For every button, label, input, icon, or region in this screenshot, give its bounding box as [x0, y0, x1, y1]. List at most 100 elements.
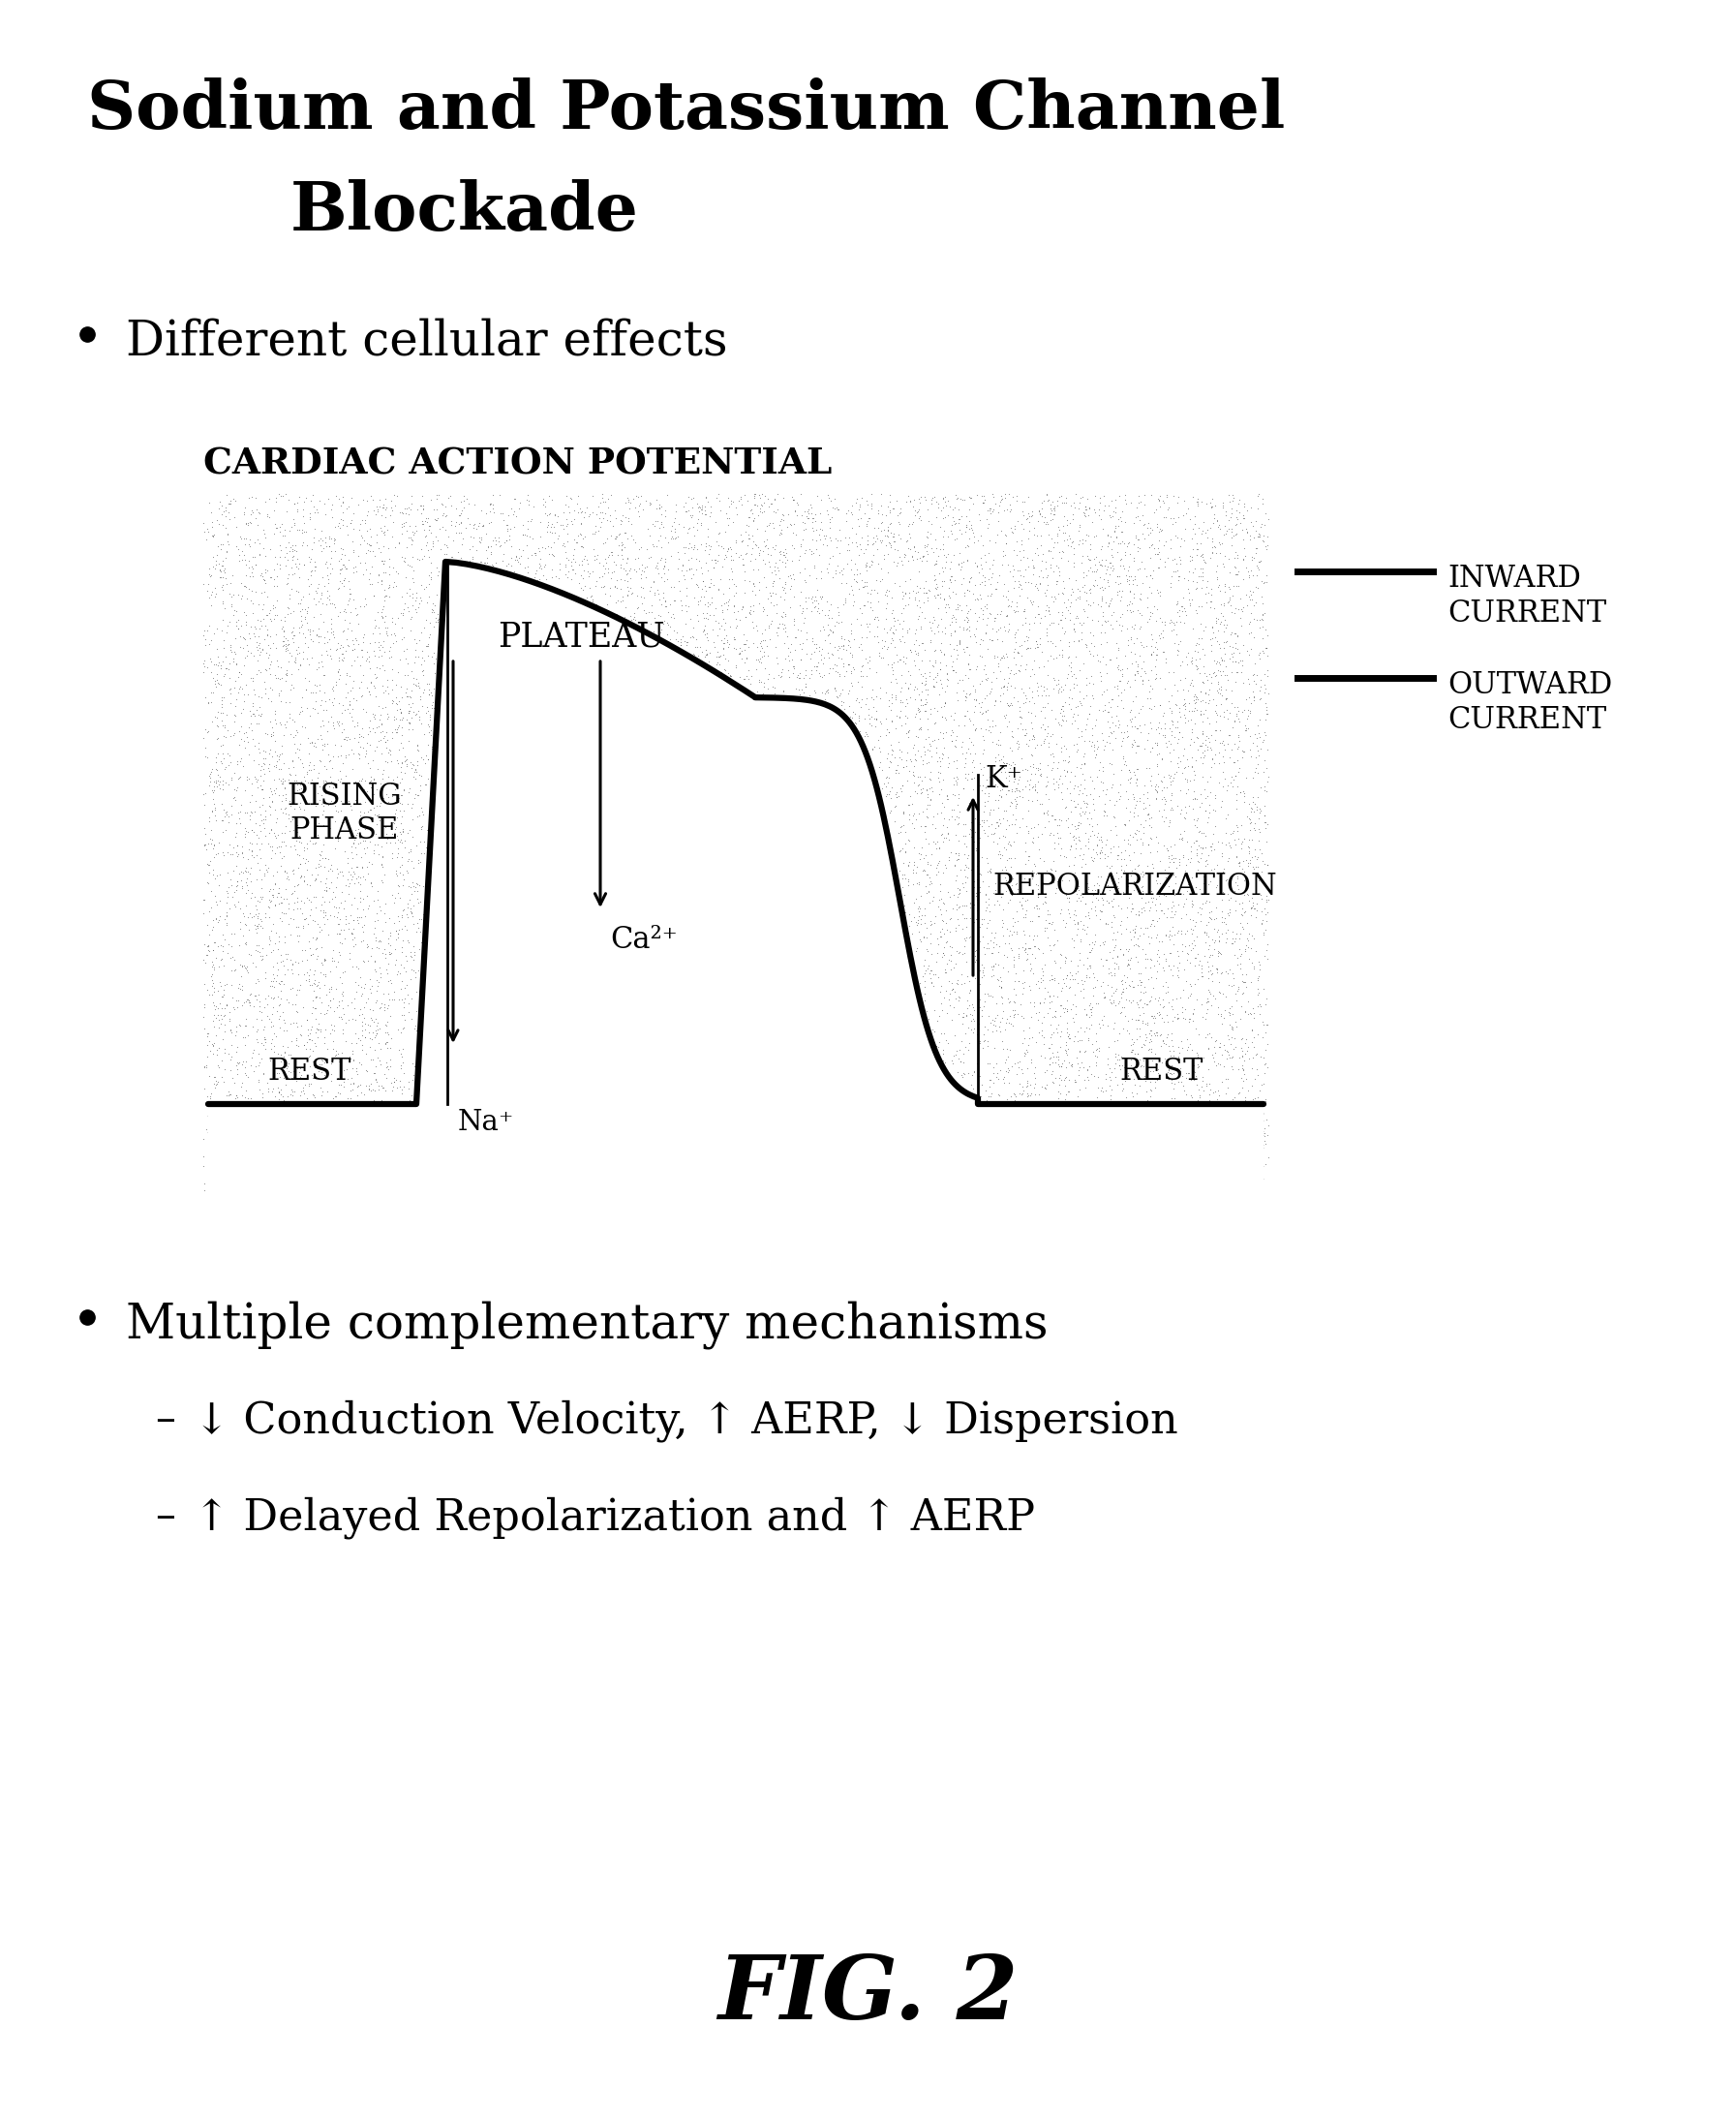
Point [1128, 663, 1156, 697]
Point [1108, 598, 1135, 631]
Point [1161, 981, 1189, 1015]
Point [248, 634, 276, 667]
Point [1064, 907, 1092, 941]
Point [1161, 867, 1189, 901]
Point [1250, 1161, 1278, 1195]
Point [1135, 983, 1163, 1017]
Point [384, 915, 411, 949]
Point [224, 676, 252, 710]
Point [495, 547, 523, 581]
Point [550, 765, 578, 799]
Point [488, 684, 516, 718]
Point [1163, 998, 1191, 1032]
Point [396, 706, 424, 740]
Point [365, 1085, 392, 1119]
Point [266, 966, 293, 1000]
Point [245, 644, 273, 678]
Point [222, 682, 250, 716]
Point [741, 716, 769, 750]
Point [1082, 1038, 1109, 1072]
Point [875, 949, 903, 983]
Point [240, 898, 267, 932]
Point [1234, 693, 1262, 727]
Point [406, 1053, 434, 1087]
Point [502, 648, 529, 682]
Point [451, 829, 479, 862]
Point [222, 1034, 250, 1068]
Point [1217, 759, 1245, 793]
Point [571, 807, 599, 841]
Point [1097, 532, 1125, 566]
Point [649, 511, 677, 545]
Point [700, 1121, 727, 1155]
Point [266, 966, 293, 1000]
Point [335, 1170, 363, 1204]
Point [220, 642, 248, 676]
Point [271, 920, 299, 954]
Point [351, 740, 378, 773]
Point [250, 665, 278, 699]
Point [967, 1023, 995, 1057]
Point [1139, 513, 1167, 547]
Point [505, 979, 533, 1013]
Point [399, 850, 427, 884]
Point [1137, 1032, 1165, 1066]
Point [387, 746, 415, 780]
Point [868, 526, 896, 559]
Point [1208, 644, 1236, 678]
Point [590, 576, 618, 610]
Point [455, 958, 483, 992]
Point [703, 680, 731, 714]
Point [547, 1049, 575, 1083]
Point [972, 663, 1000, 697]
Point [609, 1068, 637, 1102]
Point [967, 994, 995, 1028]
Point [470, 882, 498, 915]
Point [1194, 513, 1222, 547]
Point [483, 623, 510, 657]
Point [1116, 943, 1144, 977]
Point [660, 615, 687, 648]
Point [1009, 494, 1036, 528]
Point [832, 956, 859, 990]
Point [1054, 661, 1082, 695]
Point [1121, 767, 1149, 801]
Point [306, 1062, 333, 1096]
Point [273, 1134, 300, 1168]
Point [318, 494, 345, 528]
Point [325, 655, 352, 689]
Point [731, 1009, 759, 1043]
Point [764, 492, 792, 526]
Point [1174, 564, 1201, 598]
Point [1000, 1138, 1028, 1172]
Point [858, 545, 885, 578]
Point [273, 568, 300, 602]
Point [1085, 545, 1113, 578]
Point [1069, 756, 1097, 790]
Point [403, 697, 431, 731]
Point [936, 990, 963, 1023]
Point [345, 720, 373, 754]
Point [1252, 687, 1279, 720]
Point [576, 803, 604, 837]
Point [200, 911, 227, 945]
Point [889, 574, 917, 608]
Point [806, 581, 833, 615]
Point [686, 1100, 713, 1134]
Point [365, 1040, 392, 1074]
Point [812, 784, 840, 818]
Point [963, 1072, 991, 1106]
Point [1092, 943, 1120, 977]
Point [608, 502, 635, 536]
Point [719, 504, 746, 538]
Point [713, 625, 741, 659]
Point [1029, 1121, 1057, 1155]
Point [245, 619, 273, 653]
Point [917, 903, 944, 937]
Point [561, 545, 589, 578]
Point [859, 1036, 887, 1070]
Point [741, 1117, 769, 1151]
Point [1035, 964, 1062, 998]
Point [406, 699, 434, 733]
Point [934, 655, 962, 689]
